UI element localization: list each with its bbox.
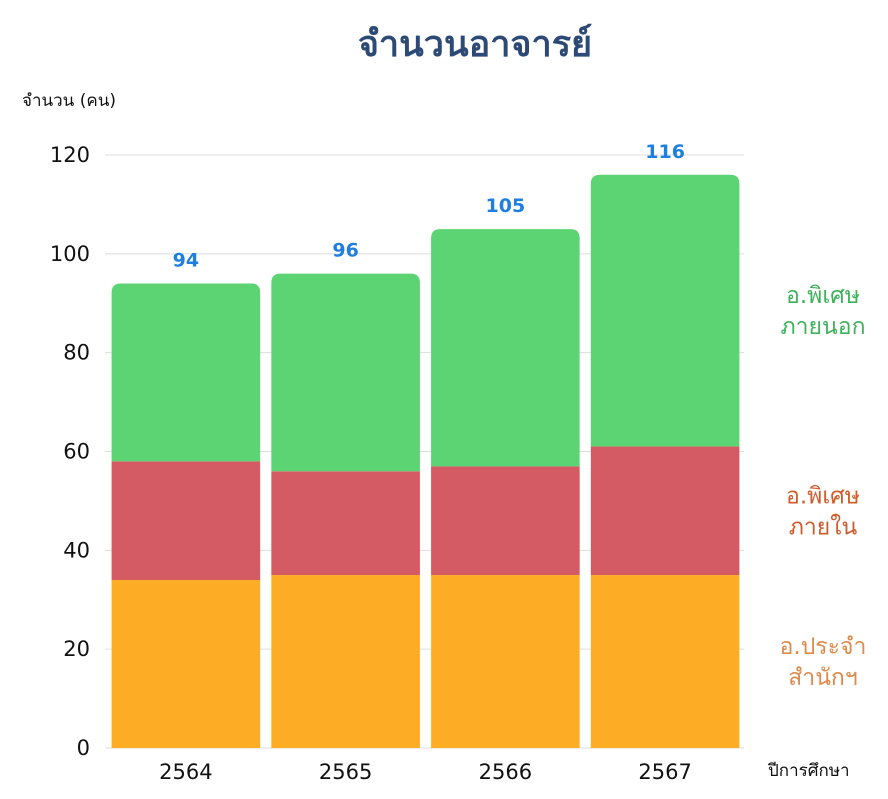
y-tick-label: 20 (63, 637, 90, 661)
bar-segment (271, 273, 420, 472)
total-label: 96 (332, 240, 358, 262)
y-tick-label: 0 (77, 736, 90, 760)
y-tick-label: 40 (63, 538, 90, 562)
legend-entry: อ.พิเศษ (786, 483, 860, 509)
total-label: 105 (486, 195, 526, 217)
x-ticks: 2564 2565 2566 2567 (159, 760, 692, 784)
bar-segment (271, 471, 420, 576)
bar-segment (590, 575, 740, 748)
legend-entry: ภายใน (789, 513, 858, 540)
bar-segment (271, 575, 420, 748)
bar-segment (111, 283, 261, 462)
y-tick-label: 120 (50, 143, 90, 167)
y-tick-label: 60 (63, 440, 90, 464)
bar-segment (111, 579, 261, 748)
total-label: 94 (173, 249, 199, 271)
bar-segment (111, 461, 261, 580)
y-ticks: 0 20 40 60 80 100 120 (50, 143, 90, 760)
total-label: 116 (645, 141, 685, 163)
y-axis-label: จำนวน (คน) (22, 91, 116, 111)
y-tick-label: 100 (50, 242, 90, 266)
bars (111, 174, 740, 748)
legend-entry: สำนักฯ (788, 665, 858, 691)
total-labels: 94 96 105 116 (173, 141, 685, 272)
bar-segment (431, 229, 580, 467)
bar-segment (431, 575, 580, 748)
x-axis-label: ปีการศึกษา (767, 761, 849, 781)
x-tick-label: 2565 (319, 760, 372, 784)
chart-title: จำนวนอาจารย์ (358, 23, 592, 65)
x-tick-label: 2564 (159, 760, 212, 784)
legend-entry: อ.ประจำ (780, 634, 867, 660)
y-tick-label: 80 (63, 341, 90, 365)
bar-segment (431, 466, 580, 576)
legend-entry: อ.พิเศษ (786, 283, 860, 309)
x-tick-label: 2567 (638, 760, 691, 784)
bar-segment (590, 174, 740, 447)
legend-entry: ภายนอก (780, 314, 865, 340)
bar-segment (590, 446, 740, 576)
x-tick-label: 2566 (479, 760, 532, 784)
